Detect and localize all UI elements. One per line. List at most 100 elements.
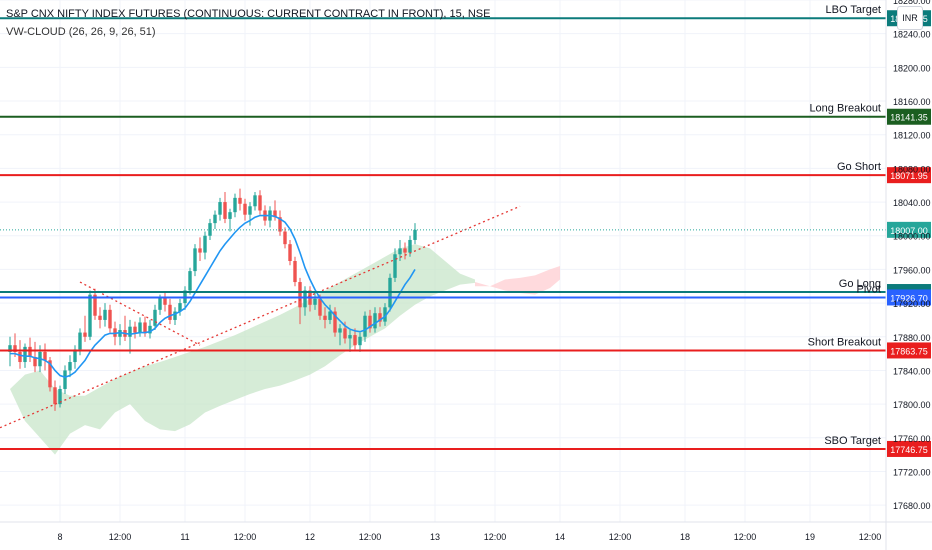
candle-body (393, 254, 397, 278)
candle-body (363, 315, 367, 337)
y-tick-label: 18120.00 (893, 131, 931, 141)
candle-body (223, 202, 227, 219)
candle-body (158, 298, 162, 310)
candle-body (218, 202, 222, 215)
candle-body (193, 248, 197, 272)
y-tick-label: 17920.00 (893, 299, 931, 309)
candle-body (198, 248, 202, 253)
candle-body (323, 315, 327, 320)
candle-body (8, 345, 12, 352)
x-tick-label: 12:00 (859, 532, 882, 542)
candle-body (43, 351, 47, 361)
cloud-bearish (475, 266, 560, 295)
y-tick-label: 18280.00 (893, 0, 931, 6)
candle-body (273, 210, 277, 218)
level-badge (887, 167, 931, 184)
candle-body (288, 244, 292, 261)
candle-body (298, 282, 302, 308)
y-tick-label: 18160.00 (893, 97, 931, 107)
x-tick-label: 12:00 (234, 532, 257, 542)
candle-body (403, 248, 407, 253)
candle-body (303, 290, 307, 308)
y-tick-label: 18200.00 (893, 63, 931, 73)
level-name: Go Short (837, 161, 881, 173)
candle-body (148, 325, 152, 334)
x-tick-label: 12:00 (484, 532, 507, 542)
indicator-legend[interactable]: VW-CLOUD (26, 26, 9, 26, 51) (6, 26, 156, 38)
candle-body (53, 387, 57, 405)
chart-title: S&P CNX NIFTY INDEX FUTURES (CONTINUOUS:… (6, 8, 491, 20)
y-tick-label: 17680.00 (893, 501, 931, 511)
trendline (0, 205, 521, 429)
currency-badge[interactable]: INR (897, 6, 923, 30)
candle-body (33, 356, 37, 367)
level-value: 18141.35 (890, 113, 928, 123)
candle-body (368, 315, 372, 329)
y-tick-label: 17760.00 (893, 434, 931, 444)
candle-body (313, 298, 317, 305)
level-name: Pivot (857, 283, 881, 295)
candle-body (178, 303, 182, 312)
last-price-badge (887, 221, 931, 238)
y-tick-label: 18240.00 (893, 30, 931, 40)
candle-body (413, 229, 417, 240)
y-tick-label: 18080.00 (893, 164, 931, 174)
trendlines (0, 205, 521, 429)
ma-line (10, 214, 416, 379)
candles (8, 188, 417, 411)
level-value: 17863.75 (890, 346, 928, 356)
level-name: Short Breakout (808, 336, 881, 348)
candle-body (103, 309, 107, 320)
candle-body (163, 298, 167, 305)
candle-body (358, 336, 362, 346)
level-badge (887, 108, 931, 125)
candle-body (283, 231, 287, 245)
x-tick-label: 13 (430, 532, 440, 542)
candle-body (168, 304, 172, 320)
candle-body (138, 322, 142, 333)
candle-body (383, 307, 387, 322)
candle-body (293, 261, 297, 283)
y-tick-label: 18000.00 (893, 232, 931, 242)
candle-body (63, 370, 67, 389)
level-value: 18071.95 (890, 171, 928, 181)
candle-body (88, 294, 92, 337)
candle-body (78, 332, 82, 350)
x-tick-label: 11 (180, 532, 189, 542)
candle-body (333, 311, 337, 333)
candle-body (203, 235, 207, 253)
y-tick-label: 17880.00 (893, 333, 931, 343)
candle-body (18, 351, 22, 363)
x-tick-label: 14 (555, 532, 565, 542)
level-name: Long Breakout (809, 103, 881, 115)
x-tick-label: 8 (57, 532, 62, 542)
candle-body (133, 326, 137, 333)
x-tick-label: 18 (680, 532, 690, 542)
candle-body (28, 346, 32, 357)
candle-body (258, 195, 262, 211)
candle-body (398, 248, 402, 255)
level-name: Go Long (839, 278, 881, 290)
candle-body (408, 239, 412, 253)
level-name: SBO Target (824, 435, 881, 447)
candle-body (58, 388, 62, 405)
candle-body (118, 330, 122, 337)
candle-body (343, 328, 347, 339)
candle-body (338, 328, 342, 333)
candle-body (188, 271, 192, 291)
last-price-label: 18007.00 (890, 226, 928, 236)
x-tick-label: 12:00 (734, 532, 757, 542)
candle-body (353, 335, 357, 346)
candle-body (23, 346, 27, 363)
candle-body (83, 332, 87, 337)
level-value: 17746.75 (890, 445, 928, 455)
x-tick-label: 12:00 (609, 532, 632, 542)
candle-body (213, 214, 217, 224)
candle-body (238, 197, 242, 204)
candle-body (233, 197, 237, 213)
candle-body (108, 309, 112, 329)
x-tick-label: 19 (805, 532, 815, 542)
